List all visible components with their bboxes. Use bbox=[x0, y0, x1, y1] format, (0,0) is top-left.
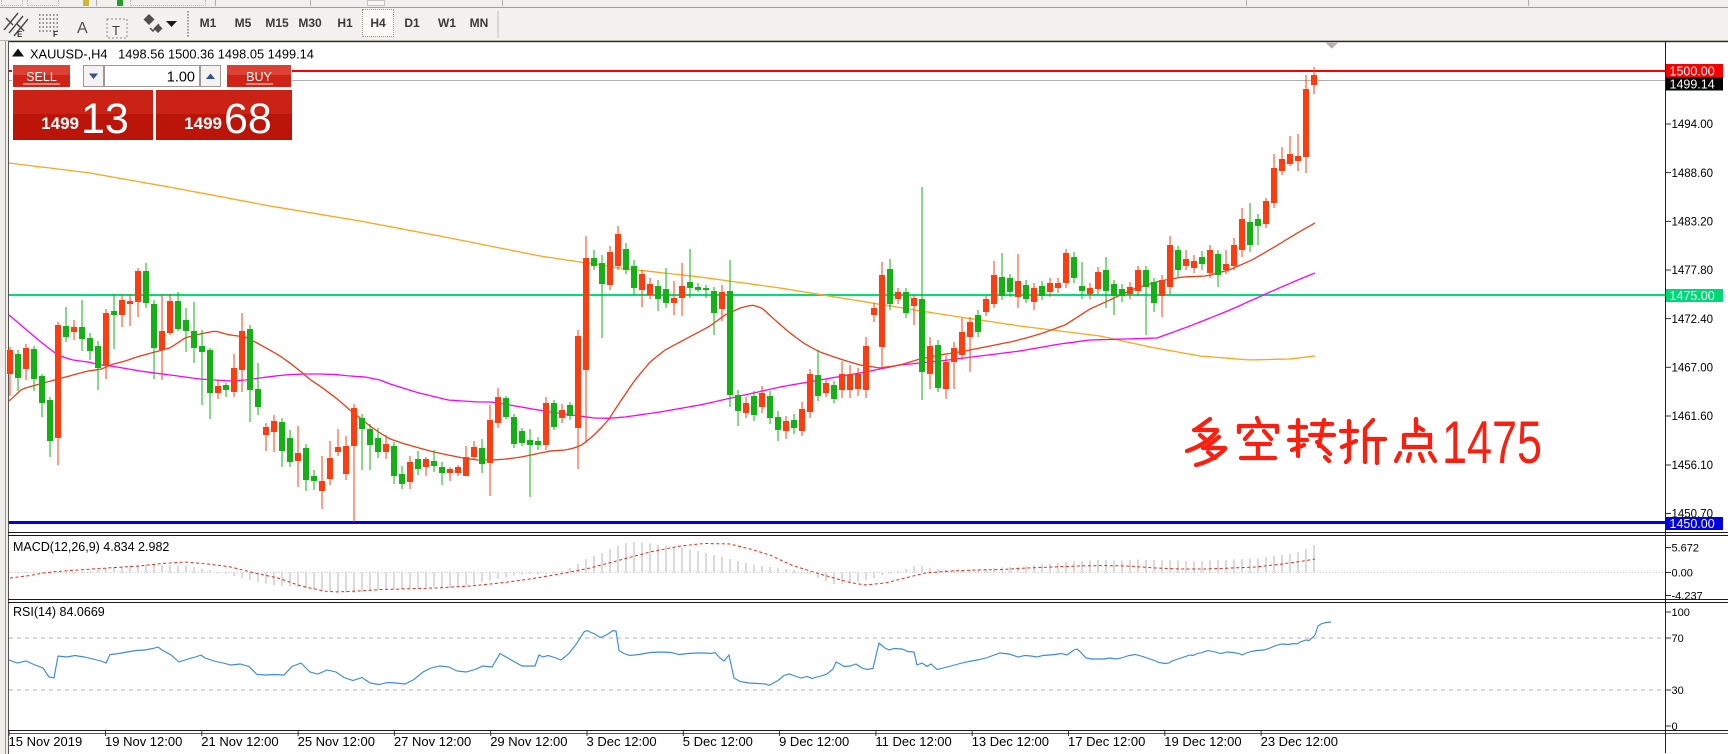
svg-text:T: T bbox=[112, 23, 120, 38]
svg-text:1456.10: 1456.10 bbox=[1672, 460, 1714, 472]
svg-text:15 Nov 2019: 15 Nov 2019 bbox=[9, 734, 83, 749]
svg-text:1475.00: 1475.00 bbox=[1670, 289, 1715, 303]
svg-text:3 Dec 12:00: 3 Dec 12:00 bbox=[587, 734, 657, 749]
svg-text:27 Nov 12:00: 27 Nov 12:00 bbox=[394, 734, 471, 749]
svg-text:1483.20: 1483.20 bbox=[1672, 217, 1714, 229]
svg-text:0.00: 0.00 bbox=[1672, 568, 1693, 580]
svg-text:-4.237: -4.237 bbox=[1672, 591, 1703, 603]
svg-text:1472.40: 1472.40 bbox=[1672, 314, 1714, 326]
svg-text:A: A bbox=[77, 20, 88, 37]
svg-text:1488.60: 1488.60 bbox=[1672, 168, 1714, 180]
svg-text:100: 100 bbox=[1672, 607, 1690, 619]
svg-text:19 Nov 12:00: 19 Nov 12:00 bbox=[105, 734, 182, 749]
svg-text:13: 13 bbox=[81, 95, 129, 143]
svg-text:SELL: SELL bbox=[26, 70, 57, 84]
svg-text:21 Nov 12:00: 21 Nov 12:00 bbox=[201, 734, 278, 749]
svg-text:1450.00: 1450.00 bbox=[1670, 517, 1715, 531]
svg-text:RSI(14) 84.0669: RSI(14) 84.0669 bbox=[13, 605, 105, 619]
svg-text:F: F bbox=[53, 30, 58, 39]
svg-text:1461.60: 1461.60 bbox=[1672, 411, 1714, 423]
svg-text:5 Dec 12:00: 5 Dec 12:00 bbox=[683, 734, 753, 749]
svg-text:17 Dec 12:00: 17 Dec 12:00 bbox=[1068, 734, 1145, 749]
svg-text:29 Nov 12:00: 29 Nov 12:00 bbox=[490, 734, 567, 749]
svg-text:25 Nov 12:00: 25 Nov 12:00 bbox=[298, 734, 375, 749]
svg-text:9 Dec 12:00: 9 Dec 12:00 bbox=[779, 734, 849, 749]
svg-text:1499: 1499 bbox=[41, 114, 79, 133]
svg-text:13 Dec 12:00: 13 Dec 12:00 bbox=[972, 734, 1049, 749]
svg-text:23 Dec 12:00: 23 Dec 12:00 bbox=[1261, 734, 1338, 749]
svg-text:70: 70 bbox=[1672, 633, 1684, 645]
svg-text:1499: 1499 bbox=[184, 114, 222, 133]
svg-text:1499.14: 1499.14 bbox=[1670, 77, 1715, 91]
svg-text:MACD(12,26,9) 4.834 2.982: MACD(12,26,9) 4.834 2.982 bbox=[13, 540, 169, 554]
svg-text:68: 68 bbox=[224, 95, 272, 143]
svg-text:BUY: BUY bbox=[246, 70, 272, 84]
svg-text:11 Dec 12:00: 11 Dec 12:00 bbox=[875, 734, 951, 749]
svg-text:1467.00: 1467.00 bbox=[1672, 363, 1714, 375]
svg-text:19 Dec 12:00: 19 Dec 12:00 bbox=[1164, 734, 1241, 749]
svg-text:1500.00: 1500.00 bbox=[1670, 64, 1715, 78]
svg-text:5.672: 5.672 bbox=[1672, 543, 1700, 555]
svg-text:XAUUSD-,H4 1498.56 1500.36 1: XAUUSD-,H4 1498.56 1500.36 1498.05 1499.… bbox=[30, 47, 314, 62]
svg-text:E: E bbox=[17, 30, 23, 39]
svg-text:1494.00: 1494.00 bbox=[1672, 119, 1714, 131]
svg-text:0: 0 bbox=[1672, 721, 1678, 733]
svg-text:1475: 1475 bbox=[1442, 410, 1542, 477]
svg-text:1.00: 1.00 bbox=[167, 70, 195, 86]
svg-text:1477.80: 1477.80 bbox=[1672, 265, 1714, 277]
svg-text:30: 30 bbox=[1672, 685, 1684, 697]
